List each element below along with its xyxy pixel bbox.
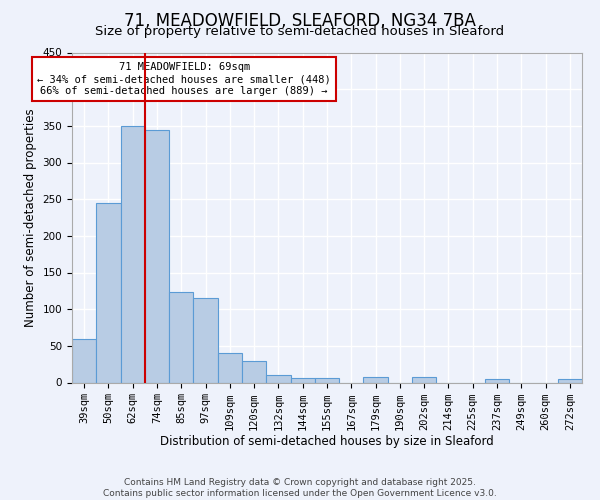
Text: 71, MEADOWFIELD, SLEAFORD, NG34 7BA: 71, MEADOWFIELD, SLEAFORD, NG34 7BA — [124, 12, 476, 30]
Y-axis label: Number of semi-detached properties: Number of semi-detached properties — [24, 108, 37, 327]
Bar — [364, 378, 388, 382]
Text: Size of property relative to semi-detached houses in Sleaford: Size of property relative to semi-detach… — [95, 25, 505, 38]
Bar — [218, 353, 242, 382]
Bar — [290, 378, 315, 382]
Bar — [315, 378, 339, 382]
Bar — [558, 379, 582, 382]
Bar — [121, 126, 145, 382]
Bar — [169, 292, 193, 382]
Text: 71 MEADOWFIELD: 69sqm
← 34% of semi-detached houses are smaller (448)
66% of sem: 71 MEADOWFIELD: 69sqm ← 34% of semi-deta… — [37, 62, 331, 96]
Bar — [485, 379, 509, 382]
Text: Contains HM Land Registry data © Crown copyright and database right 2025.
Contai: Contains HM Land Registry data © Crown c… — [103, 478, 497, 498]
Bar — [266, 375, 290, 382]
X-axis label: Distribution of semi-detached houses by size in Sleaford: Distribution of semi-detached houses by … — [160, 436, 494, 448]
Bar — [242, 360, 266, 382]
Bar — [145, 130, 169, 382]
Bar — [96, 203, 121, 382]
Bar — [72, 338, 96, 382]
Bar — [412, 376, 436, 382]
Bar — [193, 298, 218, 382]
